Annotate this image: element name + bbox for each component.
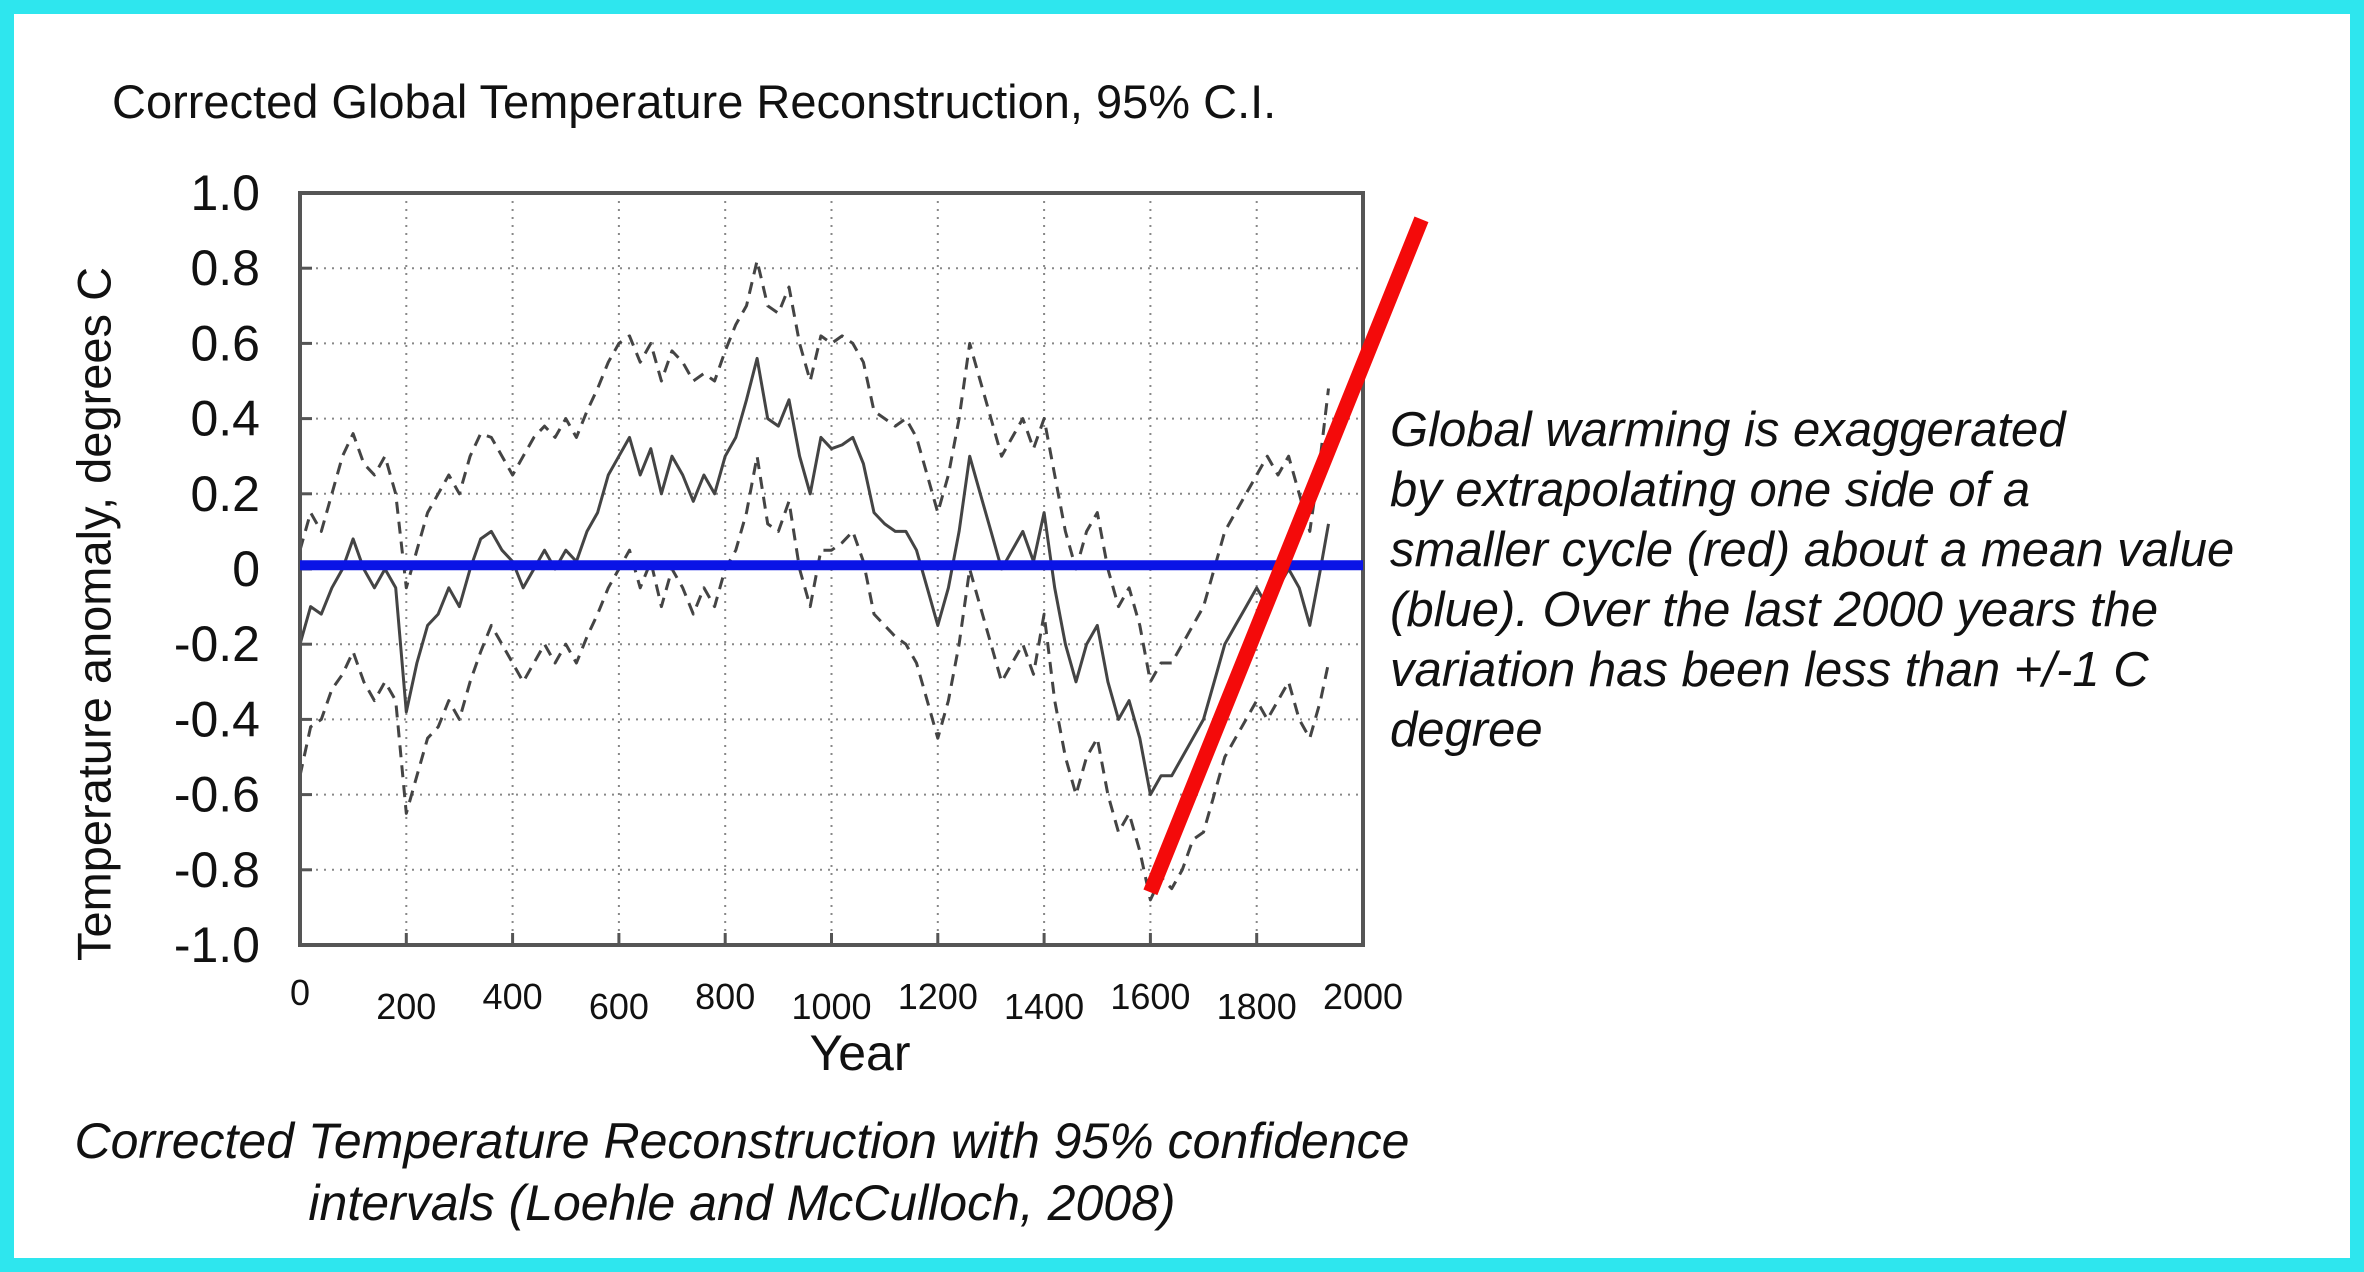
- y-tick-label: 0.4: [190, 391, 260, 447]
- figure-caption: Corrected Temperature Reconstruction wit…: [0, 1110, 1492, 1234]
- y-tick-label: 1.0: [190, 165, 260, 221]
- x-axis-label: Year: [809, 1025, 911, 1081]
- y-tick-label: 0: [232, 541, 260, 597]
- y-tick-label: -0.6: [174, 767, 260, 823]
- annotation-line: degree: [1390, 703, 1543, 757]
- x-tick-label: 1400: [1004, 986, 1084, 1027]
- confidence-interval-line: [298, 259, 1330, 684]
- trend-extrapolation-line: [1143, 216, 1429, 896]
- tick-layer: 0 200 400 600 800 1000 1200 1400 1600 1800 2000 1.0…: [174, 165, 1403, 1027]
- reconstruction-line: [298, 356, 1330, 797]
- caption-line-1: Corrected Temperature Reconstruction wit…: [74, 1113, 1410, 1169]
- annotation-line: (blue). Over the last 2000 years the: [1390, 583, 2159, 637]
- x-tick-label: 1800: [1217, 986, 1297, 1027]
- y-tick-label: -1.0: [174, 917, 260, 973]
- x-tick-label: 1600: [1110, 976, 1190, 1017]
- y-tick-label: -0.2: [174, 616, 260, 672]
- overlay-layer: [300, 216, 1429, 896]
- y-tick-label: 0.8: [190, 240, 260, 296]
- y-tick-label: 0.2: [190, 466, 260, 522]
- x-tick-label: 1000: [791, 986, 871, 1027]
- chart-title: Corrected Global Temperature Reconstruct…: [112, 75, 1277, 128]
- y-tick-label: -0.8: [174, 842, 260, 898]
- y-tick-label: 0.6: [190, 315, 260, 371]
- x-tick-label: 400: [483, 976, 543, 1017]
- x-tick-label: 800: [695, 976, 755, 1017]
- x-tick-label: 0: [290, 972, 310, 1013]
- x-tick-label: 1200: [898, 976, 978, 1017]
- annotation-line: variation has been less than +/-1 C: [1390, 643, 2149, 697]
- caption-line-2: intervals (Loehle and McCulloch, 2008): [308, 1175, 1176, 1231]
- annotation-text: Global warming is exaggerated by extrapo…: [1390, 400, 2350, 760]
- series-layer: [298, 259, 1330, 902]
- y-tick-label: -0.4: [174, 691, 260, 747]
- x-tick-label: 2000: [1323, 976, 1403, 1017]
- x-tick-label: 600: [589, 986, 649, 1027]
- x-tick-label: 200: [376, 986, 436, 1027]
- annotation-line: Global warming is exaggerated: [1390, 403, 2066, 457]
- annotation-line: by extrapolating one side of a: [1390, 463, 2031, 517]
- annotation-line: smaller cycle (red) about a mean value: [1390, 523, 2235, 577]
